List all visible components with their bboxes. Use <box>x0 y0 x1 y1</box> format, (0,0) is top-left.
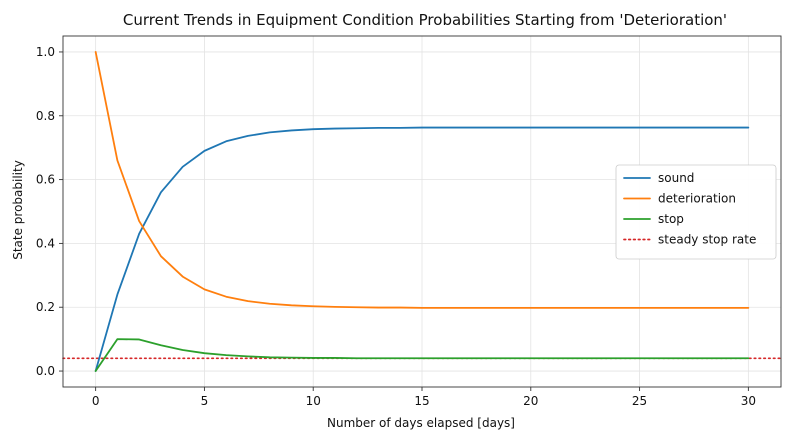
y-tick-label: 0.2 <box>36 300 55 314</box>
y-axis-label: State probability <box>11 160 25 260</box>
x-tick-label: 20 <box>523 394 538 408</box>
series-line-sound <box>94 126 750 372</box>
x-tick-label: 15 <box>414 394 429 408</box>
y-tick-label: 0.4 <box>36 236 55 250</box>
chart-title: Current Trends in Equipment Condition Pr… <box>123 11 727 29</box>
x-tick-label: 5 <box>201 394 209 408</box>
legend-label-stop: stop <box>658 212 684 226</box>
legend-box <box>615 164 777 260</box>
x-tick-label: 10 <box>306 394 321 408</box>
plot-area: 0 5 10 15 20 25 30 0.0 0.2 0.4 0.6 0.8 1.0 <box>36 35 782 408</box>
y-tick-label: 1.0 <box>36 45 55 59</box>
legend-label-deterioration: deterioration <box>658 192 736 206</box>
x-tick-label: 0 <box>92 394 100 408</box>
y-axis-ticks: 0.0 0.2 0.4 0.6 0.8 1.0 <box>36 45 63 378</box>
legend-label-sound: sound <box>658 171 694 185</box>
legend-label-steady-stop-rate: steady stop rate <box>658 233 756 247</box>
series-line-deterioration <box>94 51 750 309</box>
y-tick-label: 0.0 <box>36 364 55 378</box>
y-tick-label: 0.8 <box>36 109 55 123</box>
x-axis-label: Number of days elapsed [days] <box>327 416 515 430</box>
x-tick-label: 30 <box>741 394 756 408</box>
x-tick-label: 25 <box>632 394 647 408</box>
legend-items: sound deterioration stop steady stop rate <box>623 171 756 247</box>
x-axis-ticks: 0 5 10 15 20 25 30 <box>92 387 756 408</box>
series-line-stop <box>94 338 750 372</box>
series-lines <box>94 51 750 372</box>
y-tick-label: 0.6 <box>36 173 55 187</box>
legend: sound deterioration stop steady stop rate <box>615 164 777 260</box>
